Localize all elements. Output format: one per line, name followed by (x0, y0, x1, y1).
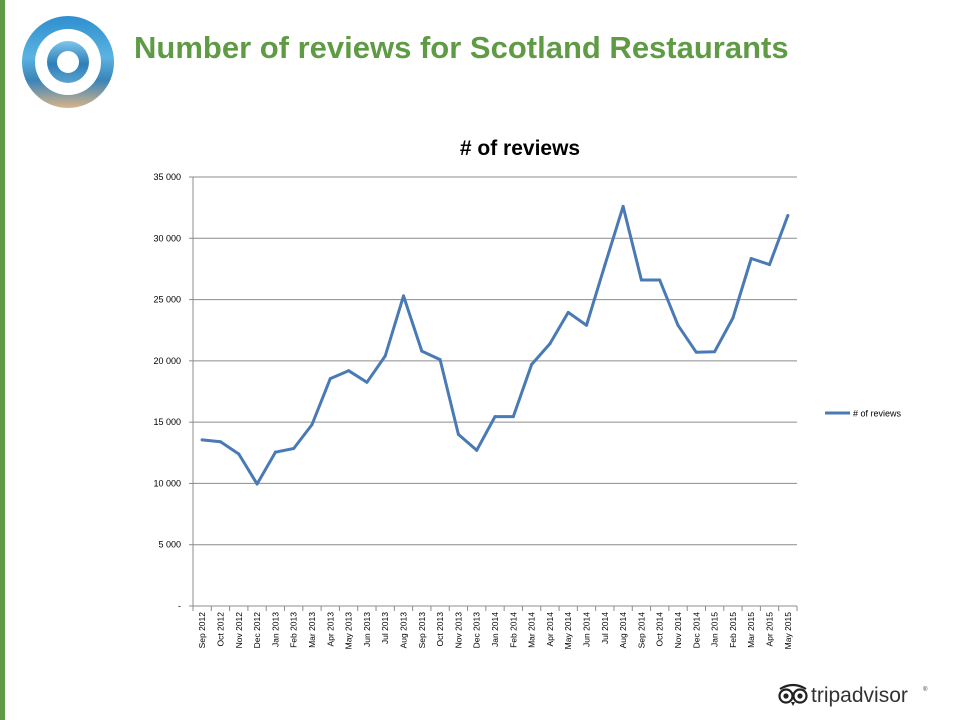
x-tick-label: Aug 2014 (618, 612, 628, 649)
data-point (530, 363, 534, 367)
x-tick-label: Dec 2014 (691, 612, 701, 649)
x-tick-label: Apr 2015 (765, 612, 775, 647)
legend-label: # of reviews (853, 409, 902, 419)
data-point (493, 415, 497, 419)
x-tick-label: Apr 2014 (545, 612, 555, 647)
x-tick-label: Oct 2012 (215, 612, 225, 647)
x-tick-label: Feb 2013 (289, 612, 299, 648)
x-tick-label: Nov 2012 (234, 612, 244, 649)
data-point (200, 438, 204, 442)
x-tick-label: Sep 2012 (197, 612, 207, 649)
x-tick-label: Nov 2013 (453, 612, 463, 649)
x-tick-label: Sep 2013 (417, 612, 427, 649)
data-point (438, 358, 442, 362)
data-point (365, 380, 369, 384)
accent-bar (0, 0, 5, 720)
y-tick-label: 5 000 (158, 540, 181, 550)
data-point (401, 294, 405, 298)
x-tick-label: Feb 2015 (728, 612, 738, 648)
x-tick-label: Dec 2013 (472, 612, 482, 649)
y-tick-label: 20 000 (153, 356, 181, 366)
series-line (200, 204, 790, 486)
x-tick-label: Mar 2015 (746, 612, 756, 648)
x-tick-label: Sep 2014 (636, 612, 646, 649)
data-point (694, 350, 698, 354)
x-tick-label: Feb 2014 (508, 612, 518, 648)
data-point (749, 257, 753, 261)
data-point (676, 323, 680, 327)
data-point (585, 323, 589, 327)
tripadvisor-owl-icon (778, 683, 808, 706)
x-tick-label: May 2015 (783, 612, 793, 650)
y-tick-label: 10 000 (153, 478, 181, 488)
x-tick-label: Jan 2015 (710, 612, 720, 647)
x-tick-label: Mar 2014 (527, 612, 537, 648)
data-point (475, 448, 479, 452)
data-point (420, 349, 424, 353)
data-point (639, 278, 643, 282)
y-tick-label: - (178, 601, 181, 611)
data-point (218, 440, 222, 444)
x-tick-label: Jan 2013 (270, 612, 280, 647)
data-point (347, 369, 351, 373)
chart-title: # of reviews (460, 137, 580, 160)
x-tick-label: Oct 2014 (655, 612, 665, 647)
x-tick-label: Dec 2012 (252, 612, 262, 649)
x-tick-label: May 2013 (344, 612, 354, 650)
tripadvisor-wordmark: tripadvisor (811, 684, 908, 707)
data-point (456, 432, 460, 436)
tripadvisor-logo: tripadvisor ® (778, 683, 928, 707)
data-point (768, 263, 772, 267)
x-tick-label: Jun 2013 (362, 612, 372, 647)
x-tick-label: Aug 2013 (398, 612, 408, 649)
x-tick-label: May 2014 (563, 612, 573, 650)
data-point (511, 415, 515, 419)
data-point (603, 263, 607, 267)
circular-scenic-logo-icon (22, 16, 114, 108)
slide-title: Number of reviews for Scotland Restauran… (134, 30, 789, 65)
data-point (383, 354, 387, 358)
data-point (328, 377, 332, 381)
x-tick-label: Oct 2013 (435, 612, 445, 647)
data-point (731, 316, 735, 320)
x-tick-label: Jun 2014 (582, 612, 592, 647)
x-tick-label: Nov 2014 (673, 612, 683, 649)
x-tick-label: Jul 2014 (600, 612, 610, 644)
x-tick-label: Jan 2014 (490, 612, 500, 647)
data-point (310, 423, 314, 427)
data-point (621, 204, 625, 208)
data-point (292, 446, 296, 450)
data-point (566, 310, 570, 314)
data-point (255, 482, 259, 486)
y-tick-label: 25 000 (153, 295, 181, 305)
data-point (658, 278, 662, 282)
data-point (786, 214, 790, 218)
y-tick-label: 30 000 (153, 233, 181, 243)
svg-text:®: ® (923, 686, 928, 693)
data-point (273, 450, 277, 454)
data-point (713, 350, 717, 354)
data-point (548, 342, 552, 346)
x-tick-label: Jul 2013 (380, 612, 390, 644)
x-tick-label: Mar 2013 (307, 612, 317, 648)
x-tick-label: Apr 2013 (325, 612, 335, 647)
y-tick-label: 35 000 (153, 172, 181, 182)
y-tick-label: 15 000 (153, 417, 181, 427)
data-point (237, 452, 241, 456)
